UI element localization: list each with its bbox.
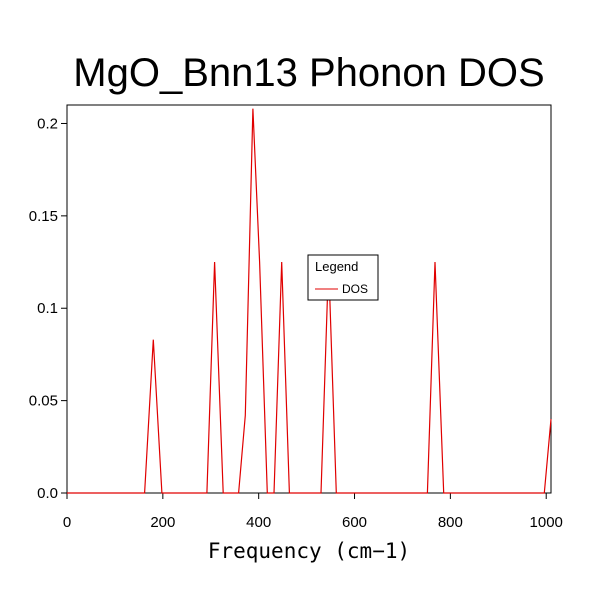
y-tick-label: 0.05 <box>29 393 58 410</box>
x-axis-label: Frequency (cm−1) <box>208 539 410 563</box>
legend-label-dos: DOS <box>342 282 368 296</box>
series-group <box>67 108 552 494</box>
y-axis: 0.0 0.05 0.1 0.15 0.2 <box>29 115 67 502</box>
chart-title: MgO_Bnn13 Phonon DOS <box>73 51 544 95</box>
x-tick-label: 200 <box>150 514 175 531</box>
y-tick-label: 0.1 <box>37 300 58 317</box>
x-tick-label: 0 <box>63 514 71 531</box>
x-tick-label: 800 <box>438 514 463 531</box>
series-line-dos <box>67 108 552 494</box>
x-tick-label: 600 <box>342 514 367 531</box>
x-tick-label: 400 <box>246 514 271 531</box>
legend-box <box>307 254 379 301</box>
x-tick-label: 1000 <box>530 514 563 531</box>
legend: Legend DOS <box>307 254 379 301</box>
x-axis: 0 200 400 600 800 1000 <box>63 493 563 531</box>
y-tick-label: 0.2 <box>37 115 58 132</box>
y-tick-label: 0.15 <box>29 208 58 225</box>
y-tick-label: 0.0 <box>37 485 58 502</box>
legend-title: Legend <box>315 259 358 274</box>
